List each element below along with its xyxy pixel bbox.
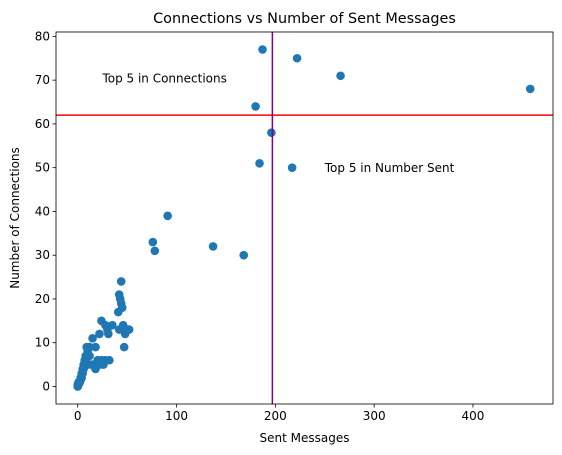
data-point	[239, 250, 249, 260]
data-point	[95, 329, 104, 339]
y-tick-label: 30	[35, 248, 50, 262]
data-point	[82, 342, 91, 352]
data-point	[163, 211, 172, 221]
x-tick-label: 400	[462, 409, 485, 423]
x-tick-label: 300	[363, 409, 386, 423]
data-point	[287, 163, 297, 172]
data-point	[114, 325, 124, 334]
annotation-text: Top 5 in Number Sent	[324, 161, 455, 175]
data-point	[108, 320, 117, 330]
data-point	[150, 246, 160, 256]
data-point	[101, 355, 110, 365]
x-tick-label: 200	[264, 409, 287, 423]
data-point	[113, 307, 123, 317]
y-tick-label: 50	[35, 161, 50, 175]
data-point	[258, 45, 267, 54]
data-point	[251, 102, 260, 111]
x-tick-label: 100	[165, 409, 188, 423]
data-point	[255, 158, 264, 168]
y-tick-label: 10	[35, 336, 50, 350]
data-point	[119, 342, 129, 352]
y-tick-label: 40	[35, 204, 50, 218]
data-point	[116, 277, 126, 286]
data-point	[292, 53, 302, 63]
y-axis-label: Number of Connections	[8, 147, 22, 289]
chart-title: Connections vs Number of Sent Messages	[153, 11, 456, 27]
y-tick-label: 0	[42, 379, 50, 393]
plot-frame	[55, 31, 554, 405]
x-tick-label: 0	[74, 409, 82, 423]
data-point	[91, 342, 100, 352]
data-point	[267, 128, 276, 137]
data-point	[148, 237, 158, 247]
data-point	[336, 71, 345, 81]
data-point	[124, 325, 134, 334]
data-point	[81, 355, 90, 365]
data-point	[88, 334, 97, 343]
plot-area: Top 5 in Connections Top 5 in Number Sent…	[35, 29, 554, 423]
data-point	[76, 375, 86, 385]
y-tick-label: 60	[35, 117, 50, 131]
y-tick-label: 80	[35, 29, 50, 43]
y-tick-label: 20	[35, 292, 50, 306]
annotation-text: Top 5 in Connections	[101, 71, 226, 85]
x-axis-label: Sent Messages	[260, 431, 350, 445]
y-tick-label: 70	[35, 73, 50, 87]
data-point	[525, 84, 535, 94]
data-point	[208, 242, 218, 251]
